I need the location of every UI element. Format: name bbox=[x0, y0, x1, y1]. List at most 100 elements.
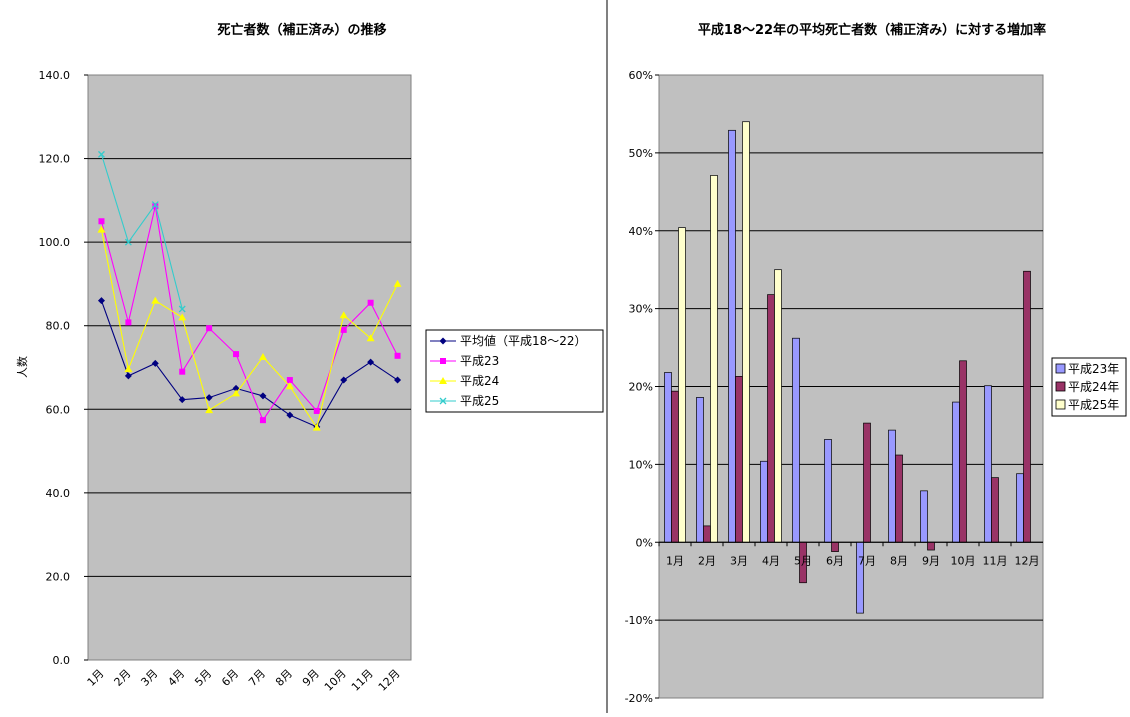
legend-label: 平成25 bbox=[460, 394, 499, 408]
bar-chart-ytick-label: -20% bbox=[625, 692, 653, 705]
line-point-marker bbox=[439, 337, 447, 345]
line-point-marker bbox=[439, 377, 447, 384]
line-point-marker bbox=[285, 382, 294, 390]
line-point-marker bbox=[439, 397, 447, 405]
bar bbox=[824, 439, 832, 543]
line-chart-ytick-label: 60.0 bbox=[46, 403, 71, 416]
bar bbox=[767, 294, 775, 543]
bar-chart-xtick-label: 3月 bbox=[730, 554, 748, 567]
line-point-marker bbox=[97, 297, 105, 305]
bar-chart-ytick-label: 60% bbox=[629, 69, 653, 82]
bar-chart-xtick-label: 2月 bbox=[698, 554, 716, 567]
line-point-marker bbox=[394, 376, 402, 384]
line-chart-xtick-label: 9月 bbox=[300, 667, 322, 689]
bar bbox=[774, 269, 782, 543]
line-point-marker bbox=[258, 353, 267, 361]
line-point-marker bbox=[440, 358, 446, 364]
line-chart-xtick-label: 2月 bbox=[112, 667, 134, 689]
line-chart-xtick-label: 4月 bbox=[165, 667, 187, 689]
line-point-marker bbox=[233, 351, 240, 358]
line-point-marker bbox=[124, 365, 133, 373]
legend-swatch bbox=[1055, 381, 1066, 392]
legend-swatch bbox=[1055, 363, 1066, 374]
bar bbox=[792, 337, 800, 543]
line-chart-xtick-label: 10月 bbox=[322, 667, 349, 694]
line-chart-xtick-label: 7月 bbox=[246, 667, 268, 689]
line-point-marker bbox=[151, 359, 159, 367]
bar-chart-xtick-label: 10月 bbox=[951, 554, 976, 567]
line-point-marker bbox=[259, 392, 267, 400]
bar-chart-xtick-label: 4月 bbox=[762, 554, 780, 567]
line-chart-plot-area bbox=[87, 74, 412, 661]
bar bbox=[735, 376, 743, 543]
line-point-marker bbox=[206, 325, 213, 332]
bar bbox=[1016, 473, 1024, 543]
bar bbox=[696, 397, 704, 543]
bar bbox=[888, 429, 896, 543]
bar bbox=[863, 422, 871, 543]
bar-chart-xtick-label: 7月 bbox=[858, 554, 876, 567]
line-point-marker bbox=[259, 417, 266, 424]
line-chart-xtick-label: 1月 bbox=[85, 667, 107, 689]
line-point-marker bbox=[124, 238, 132, 246]
line-point-marker bbox=[340, 326, 347, 333]
line-point-marker bbox=[124, 372, 132, 380]
line-chart-ylabel: 人数 bbox=[16, 356, 29, 378]
legend-label: 平成23年 bbox=[1068, 362, 1119, 376]
line-point-marker bbox=[312, 423, 321, 431]
legend-label: 平成24 bbox=[460, 374, 499, 388]
line-chart-ytick-label: 100.0 bbox=[39, 236, 71, 249]
bar-chart-title: 平成18～22年の平均死亡者数（補正済み）に対する増加率 bbox=[698, 22, 1046, 38]
line-chart-legend: 平均値（平成18～22） 平成23 平成24 平成25 bbox=[425, 329, 604, 413]
line-point-marker bbox=[151, 201, 159, 208]
legend-label: 平成23 bbox=[460, 354, 499, 368]
bar bbox=[927, 541, 935, 551]
bar-chart-xtick-label: 12月 bbox=[1015, 554, 1040, 567]
bar bbox=[664, 372, 672, 543]
legend-label: 平成24年 bbox=[1068, 380, 1119, 394]
line-series-path bbox=[100, 206, 399, 422]
bar-chart-ytick-label: 30% bbox=[629, 303, 653, 316]
legend-label: 平成25年 bbox=[1068, 398, 1119, 412]
line-point-marker bbox=[205, 394, 213, 402]
bar-chart-ytick-label: 50% bbox=[629, 147, 653, 160]
bar-chart: 平成18～22年の平均死亡者数（補正済み）に対する増加率 -20% -10% 0% 1… bbox=[625, 22, 1127, 705]
legend-swatch bbox=[1055, 399, 1066, 410]
line-point-marker bbox=[97, 225, 106, 233]
line-chart-xtick-label: 5月 bbox=[192, 667, 214, 689]
line-point-marker bbox=[286, 377, 293, 384]
bar bbox=[895, 454, 903, 543]
line-point-marker bbox=[340, 376, 348, 384]
legend-label: 平均値（平成18～22） bbox=[460, 333, 587, 348]
line-point-marker bbox=[286, 411, 294, 419]
bar-chart-xtick-label: 1月 bbox=[666, 554, 684, 567]
bar bbox=[703, 525, 711, 543]
line-chart-ytick-label: 140.0 bbox=[39, 69, 71, 82]
line-point-marker bbox=[205, 406, 214, 414]
bar bbox=[952, 401, 960, 543]
bar-chart-ytick-label: 40% bbox=[629, 225, 653, 238]
line-point-marker bbox=[98, 218, 105, 225]
line-chart-ytick-label: 0.0 bbox=[53, 654, 71, 667]
line-chart-ytick-label: 80.0 bbox=[46, 320, 71, 333]
bar-chart-xtick-label: 11月 bbox=[983, 554, 1008, 567]
legend-box bbox=[425, 329, 604, 413]
line-point-marker bbox=[178, 305, 186, 313]
bar-chart-ytick-label: 0% bbox=[636, 536, 653, 549]
bar-chart-xtick-label: 5月 bbox=[794, 554, 812, 567]
line-point-marker bbox=[178, 396, 186, 404]
bar-chart-ytick-label: 20% bbox=[629, 381, 653, 394]
line-point-marker bbox=[367, 358, 375, 366]
line-point-marker bbox=[313, 407, 320, 414]
line-chart-ytick-label: 120.0 bbox=[39, 153, 71, 166]
line-point-marker bbox=[366, 334, 375, 342]
bar bbox=[1023, 270, 1031, 543]
line-point-marker bbox=[394, 352, 401, 359]
bar bbox=[760, 460, 768, 543]
line-series-path bbox=[100, 300, 398, 428]
bar bbox=[831, 541, 839, 552]
bar-chart-ytick-label: 10% bbox=[629, 458, 653, 471]
bar bbox=[920, 490, 928, 543]
